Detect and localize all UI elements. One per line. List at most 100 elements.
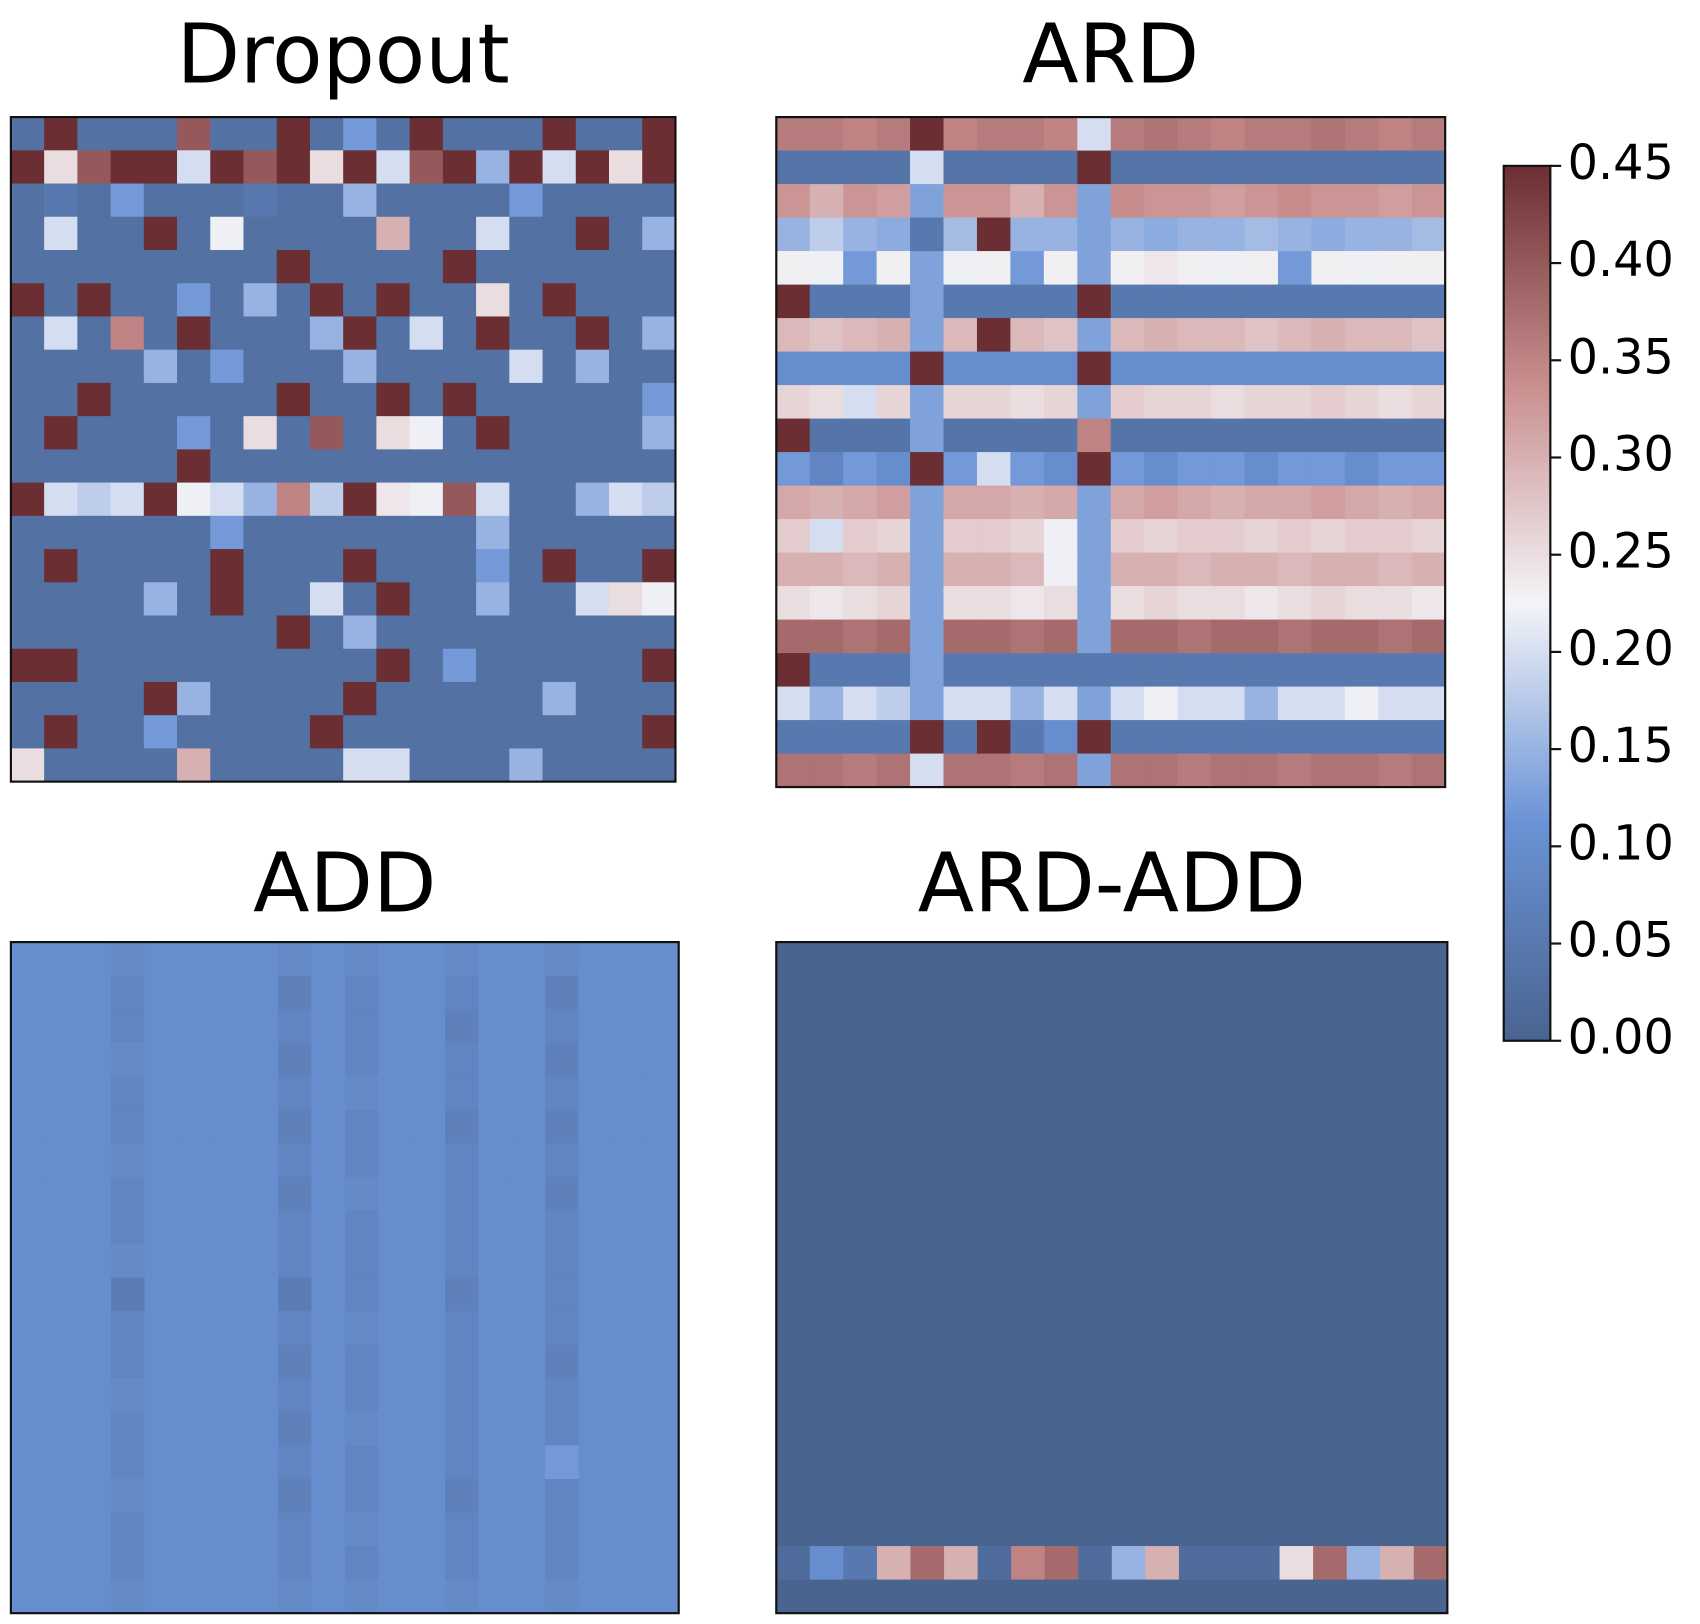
heatmap-cell <box>976 485 1011 520</box>
heatmap-cell <box>409 681 444 716</box>
heatmap-cell <box>276 249 311 284</box>
heatmap-cell <box>1010 284 1045 319</box>
heatmap-cell <box>311 1311 346 1346</box>
heatmap-cell <box>44 1009 79 1044</box>
heatmap-cell <box>976 586 1011 621</box>
heatmap-cell <box>1077 217 1112 252</box>
heatmap-cell <box>1411 418 1446 453</box>
heatmap-cell <box>1277 586 1312 621</box>
heatmap-cell <box>642 715 676 749</box>
heatmap-cell <box>511 1009 546 1044</box>
heatmap-cell <box>143 150 178 185</box>
heatmap-cell <box>77 1042 112 1077</box>
heatmap-cell <box>1313 975 1348 1010</box>
heatmap-cell <box>344 1512 379 1547</box>
heatmap-cell <box>545 1378 580 1413</box>
heatmap-cell <box>843 217 878 252</box>
heatmap-cell <box>210 416 245 450</box>
heatmap-cell <box>843 1042 878 1077</box>
heatmap-cell <box>1244 485 1279 520</box>
heatmap-cell <box>609 316 643 351</box>
heatmap-cell <box>511 1210 546 1245</box>
heatmap-cell <box>442 316 477 351</box>
heatmap-cell <box>1380 1546 1415 1581</box>
heatmap-cell <box>1346 1411 1381 1446</box>
heatmap-cell <box>1043 720 1078 755</box>
heatmap-cell <box>876 1143 912 1178</box>
heatmap-cell <box>1212 1210 1247 1245</box>
heatmap-cell <box>44 449 78 484</box>
heatmap-cell <box>977 1076 1012 1111</box>
heatmap-cell <box>1411 753 1446 788</box>
heatmap-cell <box>776 1076 811 1111</box>
heatmap-cell <box>442 582 477 617</box>
heatmap-cell <box>344 1445 379 1480</box>
heatmap-cell <box>1010 552 1045 587</box>
heatmap-cell <box>1411 217 1446 252</box>
heatmap-cell <box>143 283 178 317</box>
heatmap-cell <box>10 1512 45 1547</box>
heatmap-cell <box>1011 1076 1046 1111</box>
heatmap-cell <box>1277 351 1312 386</box>
heatmap-cell <box>843 1210 878 1245</box>
heatmap-cell <box>243 349 278 384</box>
heatmap-cell <box>278 1176 312 1212</box>
heatmap <box>10 942 680 1614</box>
heatmap-cell <box>509 549 544 583</box>
heatmap-cell <box>776 1378 811 1413</box>
heatmap-cell <box>243 249 278 284</box>
heatmap-cell <box>44 942 79 977</box>
heatmap-cell <box>1077 619 1112 654</box>
heatmap-cell <box>10 681 45 716</box>
heatmap-cell <box>378 1378 413 1413</box>
heatmap-cell <box>343 715 377 749</box>
heatmap-cell <box>1378 586 1413 621</box>
heatmap-cell <box>578 1009 613 1044</box>
heatmap-cell <box>1111 1411 1146 1446</box>
heatmap-cell <box>1346 1546 1381 1581</box>
heatmap-cell <box>575 748 610 783</box>
heatmap-cell <box>642 449 676 484</box>
heatmap-cell <box>44 1445 79 1480</box>
heatmap-cell <box>77 249 112 284</box>
heatmap-cell <box>642 748 676 783</box>
heatmap-cell <box>77 1344 112 1379</box>
heatmap-cell <box>542 681 577 716</box>
heatmap-cell <box>243 449 278 484</box>
heatmap-cell <box>476 150 510 185</box>
heatmap-cell <box>511 942 546 977</box>
heatmap-cell <box>809 117 844 152</box>
heatmap-cell <box>44 1378 79 1413</box>
heatmap-cell <box>478 1176 513 1212</box>
heatmap-cell <box>344 1546 379 1581</box>
heatmap-cell <box>1010 318 1045 353</box>
heatmap-cell <box>442 183 477 218</box>
heatmap-cell <box>378 1244 413 1279</box>
heatmap-cell <box>10 1176 45 1212</box>
heatmap-cell <box>611 1411 646 1446</box>
heatmap-cell <box>376 316 411 351</box>
heatmap-cell <box>511 975 546 1010</box>
heatmap-cell <box>1344 117 1379 152</box>
heatmap-cell <box>1346 1143 1381 1178</box>
heatmap-cell <box>44 316 78 351</box>
heatmap-cell <box>1279 1445 1314 1480</box>
heatmap-cell <box>177 1042 212 1077</box>
heatmap-cell <box>645 1344 680 1379</box>
heatmap-cell <box>309 582 344 617</box>
panel-title: Dropout <box>177 7 510 102</box>
heatmap-cell <box>376 648 411 683</box>
heatmap-cell <box>244 1176 279 1212</box>
heatmap-cell <box>1246 1076 1281 1111</box>
heatmap-cell <box>409 150 444 185</box>
heatmap-cell <box>1178 1311 1214 1346</box>
heatmap-cell <box>809 1076 844 1111</box>
heatmap-cell <box>1277 753 1312 788</box>
heatmap-cell <box>1044 1311 1079 1346</box>
heatmap-cell <box>943 150 978 185</box>
heatmap-cell <box>575 382 610 417</box>
heatmap-cell <box>343 349 377 384</box>
heatmap-cell <box>642 382 676 417</box>
heatmap-cell <box>976 117 1011 152</box>
heatmap-cell <box>311 1109 346 1144</box>
